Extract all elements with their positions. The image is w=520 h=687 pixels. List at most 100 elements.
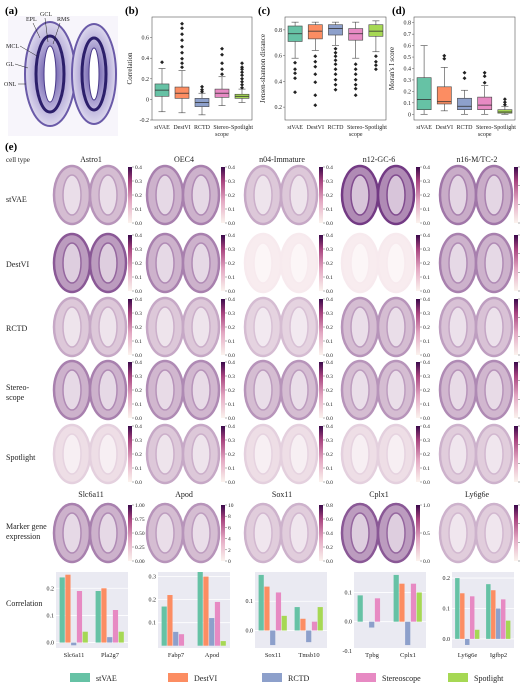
outlier-point: ◆ (240, 76, 244, 82)
colorbar-tick-label: 0.0 (135, 353, 142, 359)
outlier-point: ◆ (180, 64, 184, 70)
right-core (289, 433, 309, 475)
outlier-point: ◆ (180, 44, 184, 50)
colorbar-tick-label: 0.1 (326, 275, 333, 281)
colorbar-gradient (221, 362, 225, 418)
bar-panel-2: 0.0 0.1 Sox11 Tmsb10 (246, 572, 327, 659)
bar-Slc6a11-2 (71, 642, 77, 646)
outlier-point: ◆ (442, 56, 446, 62)
colorbar-r4-c0: 0.4 0.3 0.2 0.1 0.0 (128, 424, 142, 486)
y-tick-label: 0 (146, 97, 149, 103)
outlier-point: ◆ (220, 52, 224, 58)
marker-row-label-2: expression (6, 532, 40, 541)
bar-Slc6a11-3 (76, 591, 83, 643)
spatial-map-r0-c0 (52, 164, 128, 226)
legend-label-3: Stereoscope (382, 674, 421, 683)
right-core (289, 242, 309, 284)
colorbar-tick-label: 0.4 (326, 297, 333, 303)
outlier-point: ◆ (442, 53, 446, 59)
right-core (98, 433, 118, 475)
anatomy-labels: EPL GCL RMS MCL GL ONL (4, 12, 70, 88)
x-tick-label: RCTD (327, 125, 344, 131)
right-core (98, 242, 118, 284)
left-core (253, 433, 273, 475)
marker-gene-title-1: Apod (175, 490, 193, 499)
y-tick-label: 0.6 (404, 44, 412, 50)
colorbar-tick-label: 0.1 (423, 275, 430, 281)
outlier-point: ◆ (240, 85, 244, 91)
bar-category-label: Cplx1 (400, 652, 416, 659)
bar-Ly6g6e-3 (469, 596, 475, 639)
box-iqr (497, 109, 513, 114)
colorbar-tick-label: 0.2 (326, 193, 333, 199)
colorbar-tick-label: 0.1 (228, 339, 235, 345)
left-core (448, 433, 468, 475)
box-2: ◆◆◆◆◆◆◆◆◆◆RCTD (327, 21, 344, 131)
bar-Sox11-2 (270, 630, 276, 646)
bar-Cplx1-3 (410, 583, 417, 622)
spatial-map-r1-c2 (243, 232, 319, 294)
outlier-point: ◆ (200, 89, 204, 95)
colorbar-gradient (514, 167, 518, 223)
marker-map-1 (145, 502, 221, 564)
colorbar-tick-label: 0.1 (423, 466, 430, 472)
outlier-point: ◆ (313, 64, 317, 70)
colorbar-tick-label: 0.1 (135, 339, 142, 345)
colorbar-gradient (416, 299, 420, 355)
box-iqr (328, 24, 343, 36)
x-tick-label: scope (215, 132, 229, 138)
colorbar-gradient (128, 235, 132, 291)
spatial-map-r2-c4 (438, 296, 514, 358)
colorbar-tick-label: 4 (228, 537, 231, 543)
colorbar-tick-label: 0.3 (135, 438, 142, 444)
x-tick-label: Stereo- (213, 125, 230, 131)
left-core (350, 174, 370, 216)
colorbar-tick-label: 0.1 (135, 402, 142, 408)
anatomy-label-onl: ONL (4, 82, 17, 88)
y-tick-label: 0.1 (404, 101, 412, 107)
left-core (155, 369, 175, 411)
colorbar-tick-label: 0.2 (228, 452, 235, 458)
box-4: ◆◆◆Spotlight (494, 96, 516, 131)
outlier-point: ◆ (240, 73, 244, 79)
box-1: ◆◆◆◆◆◆◆DestVI (307, 21, 324, 131)
colorbar-tick-label: 0.0 (423, 416, 430, 422)
bar-Ly6g6e-2 (465, 638, 470, 645)
colorbar-gradient (416, 235, 420, 291)
left-core (350, 242, 370, 284)
outlier-point: ◆ (503, 96, 507, 102)
left-core (62, 174, 82, 216)
spatial-map-r4-c1 (145, 423, 221, 485)
outlier-point: ◆ (200, 87, 204, 93)
bar-Pla2g7-4 (118, 631, 124, 643)
bar-Igfbp2-0 (486, 584, 491, 639)
colorbar-tick-label: 0.5 (423, 531, 430, 537)
x-tick-label: Stereo- (347, 125, 364, 131)
colorbar-gradient (128, 505, 132, 561)
outlier-point: ◆ (503, 100, 507, 106)
colorbar-tick-label: 0.0 (228, 480, 235, 486)
colorbar-tick-label: 0.1 (423, 339, 430, 345)
colorbar-tick-label: 0.4 (423, 165, 430, 171)
spatial-map-r3-c0 (52, 359, 128, 421)
colorbar-r4-c4: 0.60.40.20.0 (514, 425, 520, 483)
panel-label-c: (c) (258, 5, 271, 17)
spatial-map-r0-c2 (243, 164, 319, 226)
anatomy-label-mcl: MCL (6, 44, 19, 50)
bar-y-tick-label: -0.1 (343, 649, 353, 655)
outlier-point: ◆ (293, 60, 297, 66)
spatial-map-r3-c2 (243, 359, 319, 421)
outlier-point: ◆ (220, 60, 224, 66)
outlier-point: ◆ (313, 72, 317, 78)
left-core (62, 433, 82, 475)
bar-Cplx1-2 (405, 621, 411, 646)
spatial-map-r3-c3 (340, 359, 416, 421)
x-tick-label: stVAE (416, 125, 432, 131)
colorbar-tick-label: 0.2 (423, 325, 430, 331)
outlier-point: ◆ (374, 63, 378, 69)
panel-label-a: (a) (5, 5, 18, 17)
colorbar-gradient (319, 167, 323, 223)
marker-colorbar-1: 10 8 6 4 2 0 (221, 503, 234, 565)
colorbar-tick-label: 0.4 (326, 165, 333, 171)
anatomy-label-gl: GL (6, 62, 14, 68)
